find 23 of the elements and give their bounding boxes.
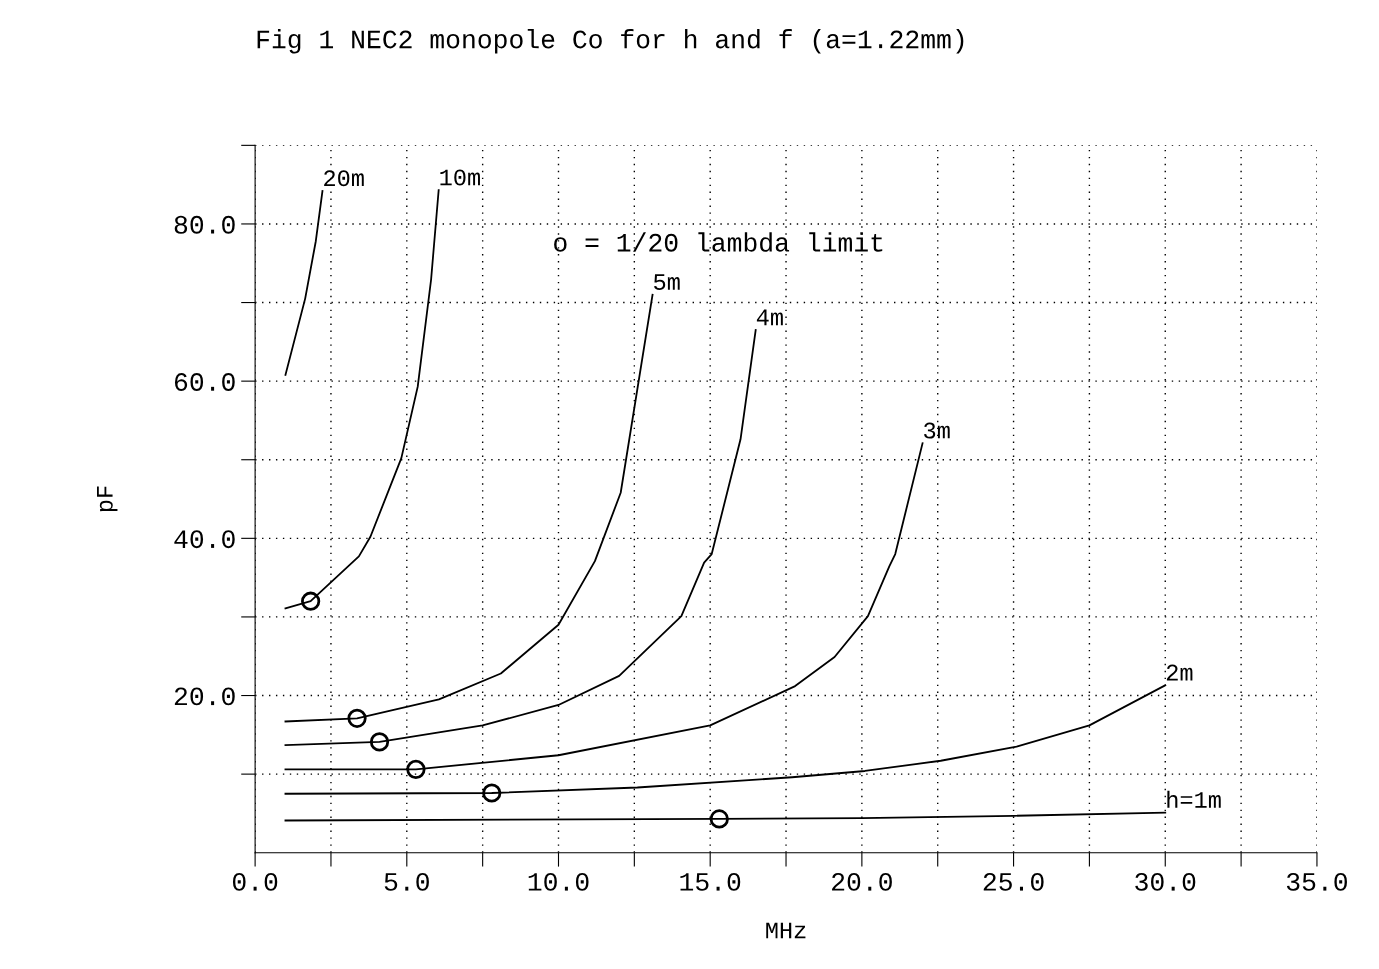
y-tick-label: 20.0 bbox=[174, 687, 235, 706]
y-tick-label: 80.0 bbox=[174, 215, 235, 234]
y-axis-title: pF bbox=[97, 486, 118, 512]
series-label: 3m bbox=[924, 422, 950, 439]
x-tick-label: 35.0 bbox=[1286, 872, 1347, 891]
series-label: 5m bbox=[654, 274, 680, 291]
x-tick-label: 20.0 bbox=[832, 872, 892, 891]
x-tick-label: 30.0 bbox=[1135, 872, 1196, 891]
x-tick-label: 15.0 bbox=[680, 872, 741, 891]
y-tick-label: 60.0 bbox=[174, 373, 235, 391]
series-label: 2m bbox=[1166, 664, 1193, 681]
x-axis-title: MHz bbox=[766, 922, 806, 939]
y-tick-label: 40.0 bbox=[174, 530, 235, 549]
x-tick-label: 0.0 bbox=[232, 872, 278, 891]
series-label: h=1m bbox=[1167, 790, 1221, 808]
series-label: 10m bbox=[440, 169, 480, 186]
x-tick-label: 10.0 bbox=[528, 872, 589, 891]
series-label: 4m bbox=[756, 309, 783, 326]
x-tick-label: 25.0 bbox=[983, 872, 1044, 891]
series-label: 20m bbox=[324, 170, 364, 187]
x-tick-label: 5.0 bbox=[384, 872, 429, 891]
chart-title: Fig 1 NEC2 monopole Co for h and f (a=1.22mm) bbox=[257, 29, 964, 54]
annotation: o = 1/20 lambda limit bbox=[554, 232, 883, 252]
